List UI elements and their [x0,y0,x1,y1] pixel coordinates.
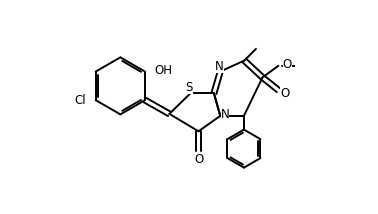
Text: O: O [194,153,203,166]
Text: O: O [280,87,289,100]
Text: Cl: Cl [74,94,86,107]
Text: N: N [221,108,229,121]
Text: O: O [283,58,292,71]
Text: S: S [186,82,193,95]
Text: OH: OH [155,64,172,77]
Text: N: N [215,60,223,73]
